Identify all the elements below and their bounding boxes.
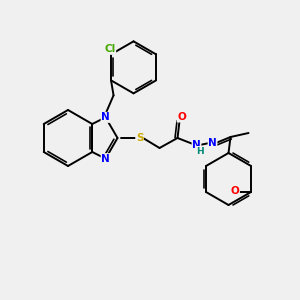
Text: N: N — [208, 138, 217, 148]
Text: N: N — [192, 140, 201, 150]
Text: O: O — [231, 186, 239, 196]
Text: S: S — [135, 131, 144, 145]
Text: H: H — [196, 146, 203, 155]
Text: N: N — [192, 140, 201, 150]
Text: Cl: Cl — [104, 44, 116, 54]
Text: O: O — [177, 112, 186, 122]
Text: N: N — [208, 138, 217, 148]
Text: O: O — [177, 112, 186, 122]
Text: H: H — [196, 146, 203, 155]
Text: O: O — [231, 186, 239, 196]
Text: Cl: Cl — [104, 44, 116, 54]
Text: N: N — [101, 112, 110, 122]
Text: N: N — [101, 112, 110, 122]
Text: S: S — [136, 133, 143, 143]
Text: N: N — [101, 154, 110, 164]
Text: N: N — [101, 154, 110, 164]
